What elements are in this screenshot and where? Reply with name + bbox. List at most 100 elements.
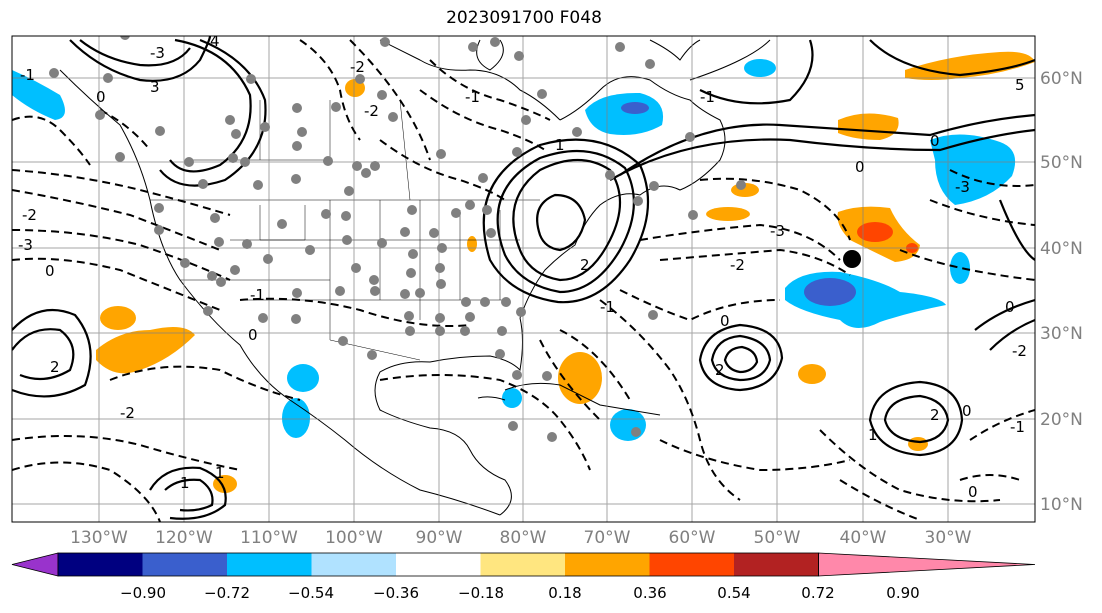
lat-label: 10°N	[1040, 495, 1083, 515]
contour-label: -3	[955, 178, 970, 196]
contour-label: -1	[465, 88, 480, 106]
shade-blue-atlantic-small	[950, 252, 970, 284]
shade-orange-east-subtropic	[908, 437, 928, 451]
contour-label: 1	[180, 474, 190, 492]
shade-blue-canada-west	[12, 70, 65, 120]
shade-orange-caribbean	[558, 352, 602, 404]
plot-title: 2023091700 F048	[446, 8, 602, 28]
colorbar-extend-low	[11, 552, 59, 577]
lon-label: 70°W	[584, 528, 631, 548]
shade-orange-subtropic	[798, 364, 826, 384]
shade-orange-gulf	[467, 236, 477, 252]
contour-label: -2	[120, 404, 135, 422]
contour-label: 0	[855, 158, 865, 176]
colorbar-segment	[58, 553, 143, 576]
state-borders	[150, 99, 540, 361]
storm-center-marker	[843, 250, 861, 268]
contour-label: 2	[50, 358, 60, 376]
contour-label: 0	[1005, 298, 1015, 316]
colorbar-tick-label: −0.90	[120, 584, 166, 602]
shade-orange-atlantic-mid	[706, 207, 750, 221]
contour-label: 0	[930, 132, 940, 150]
longitude-labels: 130°W 120°W 110°W 100°W 90°W 80°W 70°W 6…	[70, 528, 972, 548]
lon-label: 100°W	[325, 528, 383, 548]
contour-label: -1	[20, 66, 35, 84]
contour-label: 0	[45, 262, 55, 280]
colorbar-segment	[227, 553, 312, 576]
contour-label: 5	[1015, 76, 1025, 94]
contour-label: 0	[720, 312, 730, 330]
lat-label: 40°N	[1040, 239, 1083, 259]
colorbar-tick-label: 0.90	[886, 584, 919, 602]
colorbar-tick-labels: −0.90 −0.72 −0.54 −0.36 −0.18 0.18 0.36 …	[120, 584, 920, 602]
lat-label: 60°N	[1040, 69, 1083, 89]
colorbar-tick-label: 0.54	[717, 584, 750, 602]
lon-label: 110°W	[240, 528, 298, 548]
contour-label: -2	[364, 102, 379, 120]
colorbar-extend-high	[818, 552, 1036, 577]
lon-label: 40°W	[840, 528, 887, 548]
coastlines	[59, 39, 771, 516]
colorbar-tick-label: −0.36	[373, 584, 419, 602]
shade-orange-pacific-north	[100, 306, 136, 330]
latitude-labels: 60°N 50°N 40°N 30°N 20°N 10°N	[1040, 69, 1083, 515]
shade-blue-north	[744, 59, 776, 77]
contour-label: 0	[248, 326, 258, 344]
contour-label: 1	[555, 136, 565, 154]
lon-label: 80°W	[500, 528, 547, 548]
colorbar-tick-label: 0.72	[801, 584, 834, 602]
contour-label: -1	[1010, 418, 1025, 436]
shade-orange-pacific	[96, 326, 195, 374]
colorbar-tick-label: −0.18	[458, 584, 504, 602]
colorbar-tick-label: 0.18	[548, 584, 581, 602]
contour-labels: -1 -2 -3 0 1 2 3 4 5 -1 -2 -3 0 -1 0 -2 …	[18, 32, 1027, 501]
contour-label: -3	[18, 236, 33, 254]
contour-label: 0	[962, 402, 972, 420]
positive-contours	[12, 36, 1035, 520]
colorbar-segment	[142, 553, 228, 576]
lat-label: 20°N	[1040, 410, 1083, 430]
contour-label: -2	[350, 58, 365, 76]
lat-label: 50°N	[1040, 153, 1083, 173]
colorbar	[11, 552, 1036, 577]
colorbar-tick-label: 0.36	[633, 584, 666, 602]
colorbar-segment	[734, 553, 819, 576]
colorbar-tick-label: −0.54	[288, 584, 334, 602]
map-frame-border	[11, 35, 1036, 523]
shade-blue-gulf	[287, 364, 319, 392]
shade-darkblue-northeast-canada	[621, 102, 649, 114]
contour-label: -2	[730, 256, 745, 274]
contour-label: 4	[210, 32, 220, 50]
contour-label: -2	[1012, 342, 1027, 360]
contour-label: 1	[215, 464, 225, 482]
contour-label: 2	[715, 361, 725, 379]
shade-red-east-atlantic	[857, 222, 893, 242]
lon-label: 90°W	[416, 528, 463, 548]
contour-label: -1	[600, 298, 615, 316]
contour-label: 2	[930, 406, 940, 424]
contour-label: -3	[150, 44, 165, 62]
shade-orange-north-atlantic	[838, 113, 899, 140]
shade-blue-caribbean	[610, 409, 646, 441]
lon-label: 130°W	[70, 528, 128, 548]
station-dots	[49, 36, 746, 442]
lon-label: 120°W	[155, 528, 213, 548]
colorbar-segment	[311, 553, 397, 576]
lat-lon-grid	[12, 36, 1035, 522]
contour-label: 0	[96, 88, 106, 106]
contour-label: 0	[968, 483, 978, 501]
contour-label: -1	[250, 286, 265, 304]
shade-blue-mexico	[282, 398, 310, 438]
colorbar-border	[57, 552, 819, 577]
contour-label: 1	[868, 426, 878, 444]
contour-label: 3	[150, 78, 160, 96]
lat-label: 30°N	[1040, 324, 1083, 344]
contour-label: -3	[770, 222, 785, 240]
contour-label: -2	[22, 206, 37, 224]
colorbar-segment	[480, 553, 566, 576]
lon-label: 60°W	[669, 528, 716, 548]
colorbar-tick-label: −0.72	[204, 584, 250, 602]
colorbar-segment	[396, 553, 481, 576]
contour-label: 2	[580, 256, 590, 274]
contour-label: -1	[700, 88, 715, 106]
